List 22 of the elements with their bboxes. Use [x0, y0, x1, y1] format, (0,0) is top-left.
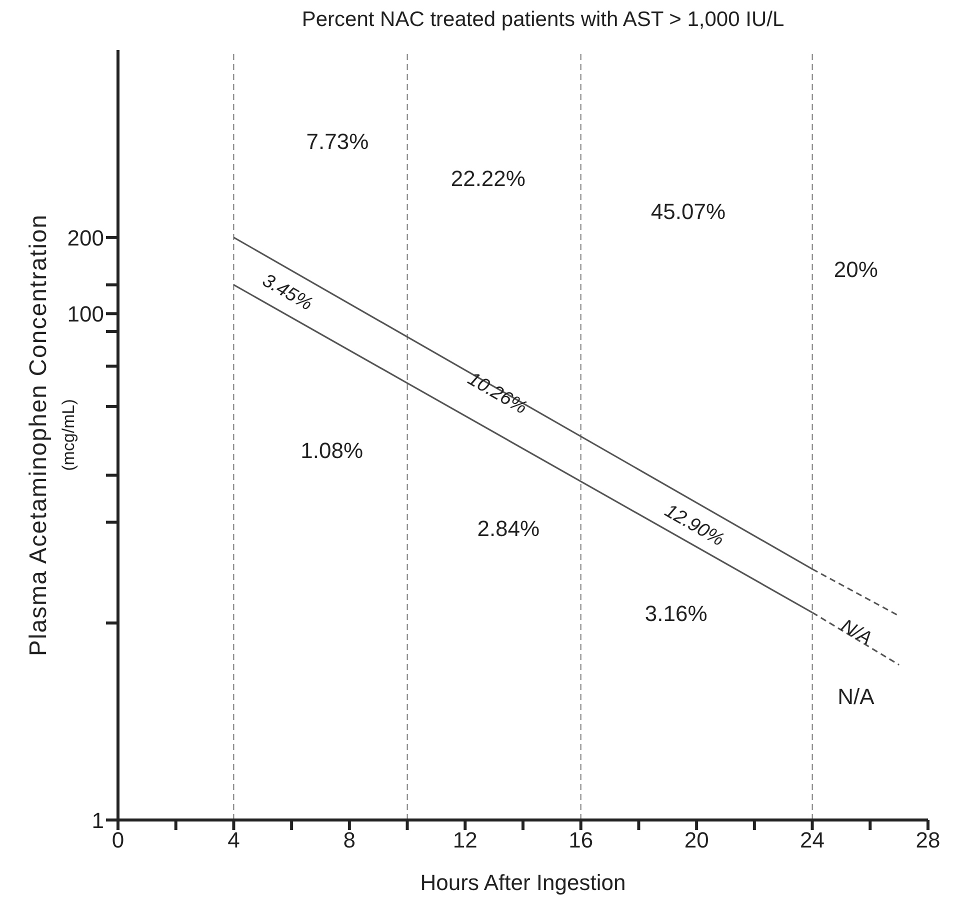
- chart-title: Percent NAC treated patients with AST > 1,000 IU/L: [300, 8, 786, 32]
- y-tick-label: 200: [67, 225, 104, 250]
- annotation: N/A: [836, 615, 876, 650]
- annotation: 20%: [834, 257, 878, 284]
- x-tick-label: 16: [568, 828, 594, 853]
- annotation: 1.08%: [300, 438, 364, 464]
- y-tick-label: 1: [92, 808, 104, 833]
- x-tick-label: 28: [916, 828, 940, 853]
- x-tick-label: 8: [343, 828, 356, 853]
- x-axis-title: Hours After Ingestion: [420, 870, 626, 895]
- annotation: N/A: [838, 684, 874, 710]
- x-tick-label: 12: [452, 828, 478, 853]
- annotation: 2.84%: [477, 516, 540, 542]
- annotation: 45.07%: [650, 199, 726, 226]
- annotation: 22.22%: [450, 166, 526, 192]
- x-tick-label: 20: [684, 828, 709, 853]
- x-tick-label: 24: [800, 828, 825, 853]
- x-tick-label: 0: [112, 828, 124, 853]
- x-tick-label: 4: [228, 828, 240, 853]
- annotation: 7.73%: [306, 128, 369, 155]
- y-tick-label: 100: [67, 301, 104, 326]
- annotation: 3.16%: [644, 600, 708, 627]
